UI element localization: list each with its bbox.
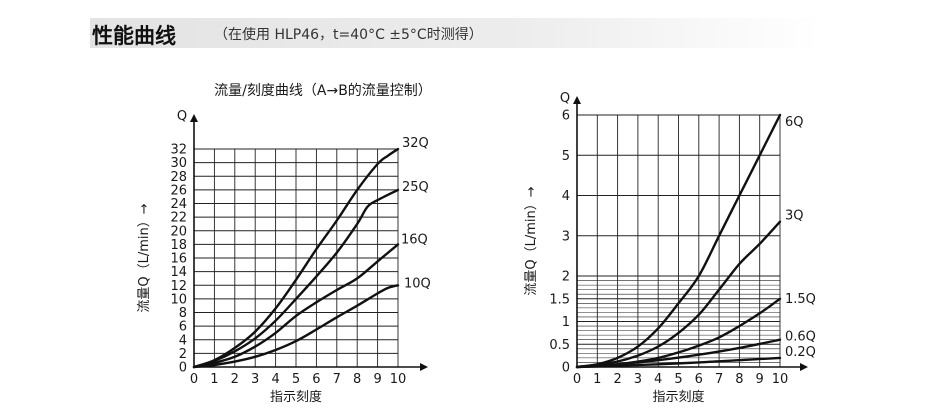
x-tick-label: 1 <box>210 372 218 387</box>
y-axis-arrow <box>573 96 581 104</box>
series-label: 3Q <box>785 209 804 224</box>
test-condition-note: （在使用 HLP46，t=40°C ±5°C时测得） <box>214 27 483 43</box>
series-label: 0.6Q <box>785 330 816 345</box>
y-tick-label: 6 <box>562 109 570 124</box>
y-tick-label: 2 <box>179 347 187 362</box>
y-tick-label: 32 <box>170 143 187 158</box>
y-tick-label: 6 <box>179 320 187 335</box>
x-axis-arrow <box>420 363 428 371</box>
x-axis-label: 指示刻度 <box>270 389 322 405</box>
x-tick-label: 1 <box>593 372 601 387</box>
x-tick-label: 10 <box>772 372 789 387</box>
x-tick-label: 6 <box>312 372 320 387</box>
y-axis-symbol: Q <box>560 91 570 106</box>
x-tick-label: 4 <box>654 372 662 387</box>
series-label: 10Q <box>404 276 431 291</box>
series-line-25q <box>192 188 400 369</box>
y-tick-label: 1.5 <box>549 292 570 307</box>
x-tick-label: 3 <box>634 372 642 387</box>
series-line-1-5q <box>575 297 782 369</box>
series-line-32q <box>192 147 400 369</box>
x-tick-label: 8 <box>735 372 743 387</box>
series-label: 0.2Q <box>785 345 816 360</box>
x-tick-label: 3 <box>251 372 259 387</box>
y-tick-label: 16 <box>170 252 187 267</box>
y-axis-symbol: Q <box>177 109 187 124</box>
y-tick-label: 10 <box>170 292 187 307</box>
x-tick-label: 4 <box>271 372 279 387</box>
x-tick-label: 9 <box>756 372 764 387</box>
y-tick-label: 0 <box>179 361 187 376</box>
section-title: 性能曲线 <box>92 24 176 48</box>
x-tick-label: 7 <box>715 372 723 387</box>
x-tick-label: 8 <box>353 372 361 387</box>
y-tick-label: 5 <box>562 149 570 164</box>
y-tick-label: 8 <box>179 306 187 321</box>
series-label: 32Q <box>402 136 429 151</box>
y-tick-label: 0 <box>562 361 570 376</box>
series-line-10q <box>192 284 400 369</box>
x-tick-label: 6 <box>695 372 703 387</box>
x-axis-label: 指示刻度 <box>652 389 704 405</box>
y-axis-label: 流量Q（L/min）→ <box>137 203 152 312</box>
chart-2: 0 1 2 3 4 5 6 7 8 9 1000.511.523456Q指示刻度流量Q（L/min）… <box>524 91 816 405</box>
y-tick-label: 26 <box>170 183 187 198</box>
y-axis-label: 流量Q（L/min）→ <box>524 186 539 295</box>
series-line-3q <box>575 220 782 369</box>
y-tick-label: 12 <box>170 279 187 294</box>
x-tick-label: 0 <box>190 372 198 387</box>
series-label: 25Q <box>402 180 429 195</box>
y-tick-label: 4 <box>179 333 187 348</box>
x-tick-label: 2 <box>231 372 239 387</box>
series-label: 6Q <box>785 115 804 130</box>
chart-title: 流量/刻度曲线（A→B的流量控制） <box>214 83 432 99</box>
y-tick-label: 14 <box>170 265 187 280</box>
x-tick-label: 7 <box>333 372 341 387</box>
y-tick-label: 28 <box>170 170 187 185</box>
y-axis-arrow <box>190 114 198 122</box>
x-tick-label: 2 <box>613 372 621 387</box>
y-tick-label: 4 <box>562 189 570 204</box>
y-tick-label: 1 <box>562 315 570 330</box>
series-label: 1.5Q <box>785 292 816 307</box>
chart-1: 0 1 2 3 4 5 6 7 8 9 100246810121416182022242628303… <box>137 83 432 405</box>
x-tick-label: 5 <box>674 372 682 387</box>
x-tick-label: 9 <box>373 372 381 387</box>
x-axis-arrow <box>800 363 808 371</box>
header-band <box>90 18 820 48</box>
y-tick-label: 20 <box>170 224 187 239</box>
y-tick-label: 3 <box>562 229 570 244</box>
x-tick-label: 5 <box>292 372 300 387</box>
y-tick-label: 0.5 <box>549 338 570 353</box>
series-label: 16Q <box>401 232 428 247</box>
y-tick-label: 24 <box>170 197 187 212</box>
y-tick-label: 30 <box>170 156 187 171</box>
y-tick-label: 22 <box>170 211 187 226</box>
y-tick-label: 2 <box>562 270 570 285</box>
series-line-6q <box>575 113 782 369</box>
series-line-16q <box>192 243 400 369</box>
x-tick-label: 10 <box>390 372 407 387</box>
y-tick-label: 18 <box>170 238 187 253</box>
x-tick-label: 0 <box>573 372 581 387</box>
